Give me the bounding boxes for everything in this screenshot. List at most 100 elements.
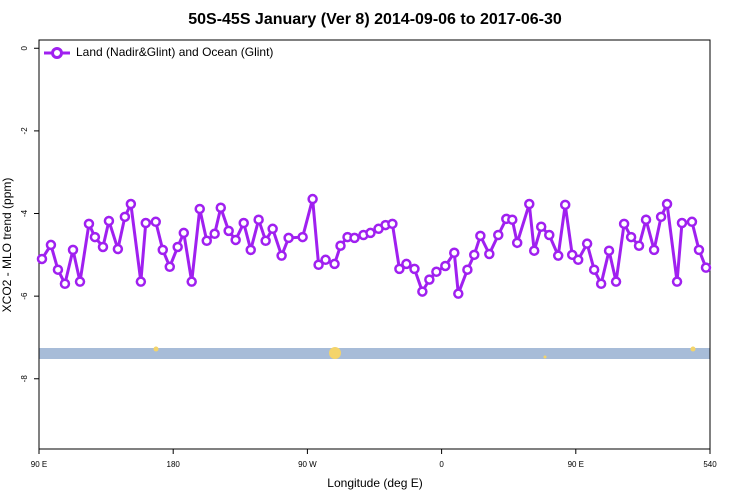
- chart-title: 50S-45S January (Ver 8) 2014-09-06 to 20…: [188, 11, 562, 28]
- legend-marker: [51, 47, 63, 59]
- data-point: [103, 215, 115, 227]
- x-tick-label: 540: [703, 460, 717, 469]
- y-tick-label: -2: [20, 127, 29, 135]
- data-point: [164, 261, 176, 273]
- data-point: [484, 248, 495, 260]
- data-point: [475, 230, 486, 242]
- data-point: [387, 218, 398, 230]
- data-point: [172, 241, 183, 253]
- data-point: [238, 217, 249, 229]
- data-point: [186, 276, 197, 287]
- data-point: [267, 223, 278, 235]
- data-point: [276, 250, 287, 261]
- data-point: [349, 232, 360, 244]
- data-point: [245, 244, 256, 256]
- data-point: [329, 258, 340, 270]
- data-point: [119, 211, 131, 223]
- data-point: [194, 203, 205, 215]
- y-axis-label: XCO2 - MLO trend (ppm): [0, 178, 14, 313]
- data-point: [67, 244, 79, 256]
- data-point: [201, 235, 212, 247]
- data-point: [544, 229, 555, 241]
- data-point: [524, 198, 535, 210]
- data-point: [603, 245, 615, 256]
- data-point: [640, 214, 652, 225]
- data-point: [125, 198, 137, 210]
- data-point: [307, 193, 318, 205]
- x-axis-label: Longitude (deg E): [327, 476, 422, 490]
- data-point: [559, 199, 571, 211]
- data-point: [135, 276, 147, 287]
- data-point: [297, 231, 308, 243]
- y-tick-label: 0: [20, 45, 29, 50]
- data-point: [507, 214, 518, 225]
- data-point: [671, 276, 683, 287]
- data-point: [686, 216, 698, 228]
- data-point: [215, 202, 227, 213]
- data-point: [97, 241, 109, 253]
- data-point: [112, 243, 124, 255]
- x-tick-label: 90 E: [31, 460, 47, 469]
- data-point: [45, 239, 57, 251]
- data-point: [83, 218, 95, 230]
- y-tick-label: -4: [20, 209, 29, 217]
- data-point: [511, 237, 523, 249]
- plot-frame: [38, 39, 711, 450]
- data-point: [89, 231, 101, 243]
- data-point: [424, 274, 435, 285]
- land-marker: [690, 346, 696, 352]
- data-point: [648, 244, 660, 256]
- data-point: [36, 253, 48, 265]
- data-point: [401, 258, 412, 270]
- data-point: [150, 216, 162, 228]
- data-point: [625, 231, 637, 243]
- data-point: [693, 244, 705, 256]
- data-point: [394, 263, 405, 275]
- data-point: [409, 263, 420, 275]
- land-marker: [543, 355, 547, 359]
- x-tick-label: 90 E: [568, 460, 584, 469]
- data-point: [588, 264, 600, 275]
- data-point: [431, 266, 442, 278]
- land-ocean-strip: [39, 348, 710, 359]
- data-point: [178, 227, 190, 239]
- data-point: [676, 217, 688, 229]
- y-tick-label: -8: [20, 375, 29, 383]
- data-point: [469, 249, 480, 261]
- data-point: [59, 278, 71, 289]
- data-point: [335, 240, 346, 251]
- data-point: [493, 229, 504, 241]
- data-point: [260, 235, 271, 247]
- data-point: [453, 288, 464, 299]
- data-point: [528, 245, 540, 256]
- x-tick-label: 180: [167, 460, 181, 469]
- data-point: [209, 228, 220, 240]
- data-point: [661, 198, 673, 210]
- data-point: [223, 225, 234, 237]
- data-point: [595, 278, 607, 289]
- data-point: [449, 247, 460, 259]
- data-point: [581, 238, 593, 249]
- data-point: [618, 218, 630, 230]
- data-point: [535, 221, 547, 232]
- y-tick-label: -6: [20, 292, 29, 300]
- data-point: [320, 254, 331, 266]
- data-point: [157, 244, 169, 256]
- legend-label: Land (Nadir&Glint) and Ocean (Glint): [76, 45, 273, 59]
- data-point: [440, 260, 451, 272]
- x-tick-label: 90 W: [298, 460, 317, 469]
- data-point: [552, 250, 564, 261]
- data-point: [140, 217, 152, 229]
- land-marker: [329, 347, 341, 359]
- data-point: [74, 276, 86, 287]
- data-point: [230, 234, 241, 246]
- x-tick-label: 0: [439, 460, 444, 469]
- legend: Land (Nadir&Glint) and Ocean (Glint): [44, 45, 273, 59]
- data-point: [610, 276, 622, 287]
- data-point: [417, 286, 428, 297]
- data-point: [572, 254, 584, 266]
- data-point: [633, 240, 645, 251]
- land-marker: [153, 346, 159, 352]
- data-point: [283, 232, 294, 244]
